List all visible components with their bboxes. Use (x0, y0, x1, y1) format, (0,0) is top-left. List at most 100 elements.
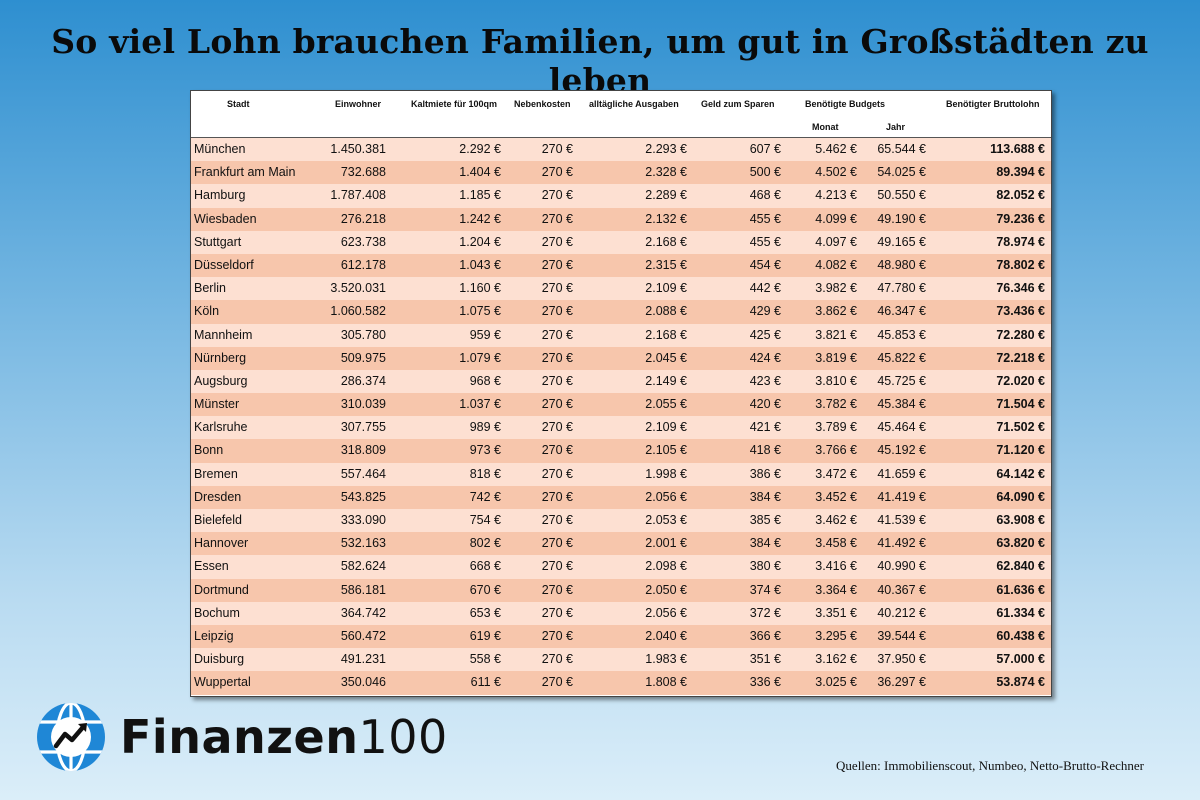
cell-sparen: 372 € (749, 605, 781, 620)
cell-brutto: 73.436 € (996, 304, 1045, 319)
cell-nebenkosten: 270 € (541, 443, 573, 458)
cell-sparen: 425 € (749, 327, 781, 342)
table-row: Köln 1.060.582 1.075 € 270 € 2.088 € 429 € 3.8… (191, 300, 1051, 324)
cell-nebenkosten: 270 € (541, 513, 573, 527)
globe-chart-icon (37, 703, 105, 771)
cell-monat: 3.821 € (815, 327, 857, 342)
cell-jahr: 45.384 € (877, 397, 926, 412)
cell-jahr: 46.347 € (877, 304, 926, 319)
cell-nebenkosten: 270 € (541, 605, 573, 620)
cell-kaltmiete: 1.160 € (459, 281, 501, 296)
cell-stadt: Köln (194, 304, 220, 319)
table-row: Hamburg 1.787.408 1.185 € 270 € 2.289 € 468 €… (191, 184, 1051, 208)
cell-kaltmiete: 1.204 € (459, 234, 501, 249)
table-row: Wuppertal 350.046 611 € 270 € 1.808 € 336 € 3.… (191, 671, 1051, 695)
cell-einwohner: 1.060.582 (330, 304, 386, 319)
cell-nebenkosten: 270 € (541, 165, 573, 180)
cell-sparen: 423 € (749, 373, 781, 388)
table-row: Nürnberg 509.975 1.079 € 270 € 2.045 € 424 € 3… (191, 346, 1051, 370)
cell-einwohner: 286.374 (340, 373, 386, 388)
cell-sparen: 351 € (749, 652, 781, 667)
table-row: Düsseldorf 612.178 1.043 € 270 € 2.315 € 454 … (191, 253, 1051, 278)
cell-ausgaben: 1.998 € (645, 466, 687, 481)
cell-monat: 3.766 € (815, 443, 857, 458)
cell-einwohner: 305.780 (340, 327, 386, 342)
cell-stadt: Dortmund (194, 582, 249, 597)
cell-jahr: 49.165 € (877, 234, 926, 249)
table-row: Berlin 3.520.031 1.160 € 270 € 2.109 € 442 € 3… (191, 277, 1051, 301)
cell-ausgaben: 2.293 € (645, 142, 687, 156)
logo-wordmark: Finanzen100 (120, 710, 448, 764)
cell-einwohner: 623.738 (340, 234, 386, 249)
cell-ausgaben: 2.001 € (645, 536, 687, 551)
cell-stadt: Hamburg (194, 188, 246, 203)
cell-ausgaben: 1.983 € (645, 652, 687, 667)
cell-brutto: 89.394 € (996, 165, 1045, 180)
table-row: Bonn 318.809 973 € 270 € 2.105 € 418 € 3.766 €… (191, 439, 1051, 463)
cell-monat: 3.364 € (815, 582, 857, 597)
cell-jahr: 41.492 € (877, 536, 926, 551)
cell-stadt: Wuppertal (194, 675, 251, 690)
table-row: Bochum 364.742 653 € 270 € 2.056 € 372 € 3.351… (191, 601, 1051, 625)
cell-monat: 3.862 € (815, 304, 857, 319)
table-header: Stadt Einwohner Kaltmiete für 100qm Nebe… (191, 91, 1051, 138)
cell-jahr: 45.725 € (877, 373, 926, 388)
header-jahr: Jahr (886, 122, 906, 132)
cell-nebenkosten: 270 € (541, 142, 573, 156)
header-kaltmiete: Kaltmiete für 100qm (411, 99, 498, 109)
cell-monat: 3.462 € (815, 513, 857, 527)
page-title: So viel Lohn brauchen Familien, um gut i… (51, 22, 1149, 100)
table-row: Karlsruhe 307.755 989 € 270 € 2.109 € 421 € 3.… (191, 416, 1051, 440)
table-row: Leipzig 560.472 619 € 270 € 2.040 € 366 € 3.29… (191, 624, 1051, 649)
header-stadt: Stadt (227, 99, 250, 109)
cell-einwohner: 350.046 (340, 675, 386, 690)
cell-brutto: 64.090 € (996, 489, 1045, 504)
cell-einwohner: 543.825 (340, 489, 386, 504)
cell-einwohner: 276.218 (340, 211, 386, 226)
cell-ausgaben: 2.168 € (645, 234, 687, 249)
cell-monat: 3.982 € (815, 281, 857, 296)
cell-sparen: 607 € (749, 142, 781, 156)
cell-monat: 5.462 € (815, 142, 857, 156)
cell-ausgaben: 2.056 € (645, 605, 687, 620)
cell-nebenkosten: 270 € (541, 327, 573, 342)
cell-monat: 3.782 € (815, 397, 857, 412)
cell-nebenkosten: 270 € (541, 536, 573, 551)
cell-brutto: 113.688 € (990, 142, 1045, 156)
table-row: Frankfurt am Main 732.688 1.404 € 270 € 2.32… (191, 161, 1051, 185)
cell-nebenkosten: 270 € (541, 211, 573, 226)
cell-ausgaben: 2.109 € (645, 420, 687, 435)
cell-nebenkosten: 270 € (541, 420, 573, 435)
header-brutto: Benötigter Bruttolohn (946, 99, 1040, 109)
cell-stadt: München (194, 142, 246, 156)
header-einwohner: Einwohner (335, 99, 382, 109)
cell-ausgaben: 2.040 € (645, 628, 687, 643)
cell-einwohner: 586.181 (340, 582, 386, 597)
cell-brutto: 72.020 € (996, 373, 1045, 388)
table-row: Duisburg 491.231 558 € 270 € 1.983 € 351 € 3.1… (191, 648, 1051, 672)
cell-sparen: 421 € (749, 420, 781, 435)
cell-ausgaben: 2.088 € (645, 304, 687, 319)
cell-stadt: Leipzig (194, 628, 234, 643)
cell-jahr: 49.190 € (877, 211, 926, 226)
cell-jahr: 39.544 € (877, 628, 926, 643)
table-row: Wiesbaden 276.218 1.242 € 270 € 2.132 € 455 €… (191, 207, 1051, 231)
cell-einwohner: 307.755 (340, 420, 386, 435)
logo-number: 100 (358, 710, 448, 764)
cell-sparen: 455 € (749, 211, 781, 226)
cell-stadt: Augsburg (194, 373, 248, 388)
cell-stadt: Essen (194, 559, 229, 574)
cell-kaltmiete: 818 € (469, 466, 501, 481)
cell-nebenkosten: 270 € (541, 489, 573, 504)
cell-brutto: 61.334 € (996, 605, 1045, 620)
cell-nebenkosten: 270 € (541, 466, 573, 481)
cell-nebenkosten: 270 € (541, 234, 573, 249)
cell-jahr: 45.822 € (877, 350, 926, 365)
cell-kaltmiete: 1.075 € (459, 304, 501, 319)
cell-monat: 3.351 € (815, 605, 857, 620)
cell-brutto: 57.000 € (996, 652, 1045, 667)
table-row: Essen 582.624 668 € 270 € 2.098 € 380 € 3.416 … (191, 555, 1051, 579)
cell-brutto: 72.280 € (996, 327, 1045, 342)
cell-brutto: 60.438 € (996, 628, 1045, 643)
cell-brutto: 63.908 € (996, 513, 1045, 527)
